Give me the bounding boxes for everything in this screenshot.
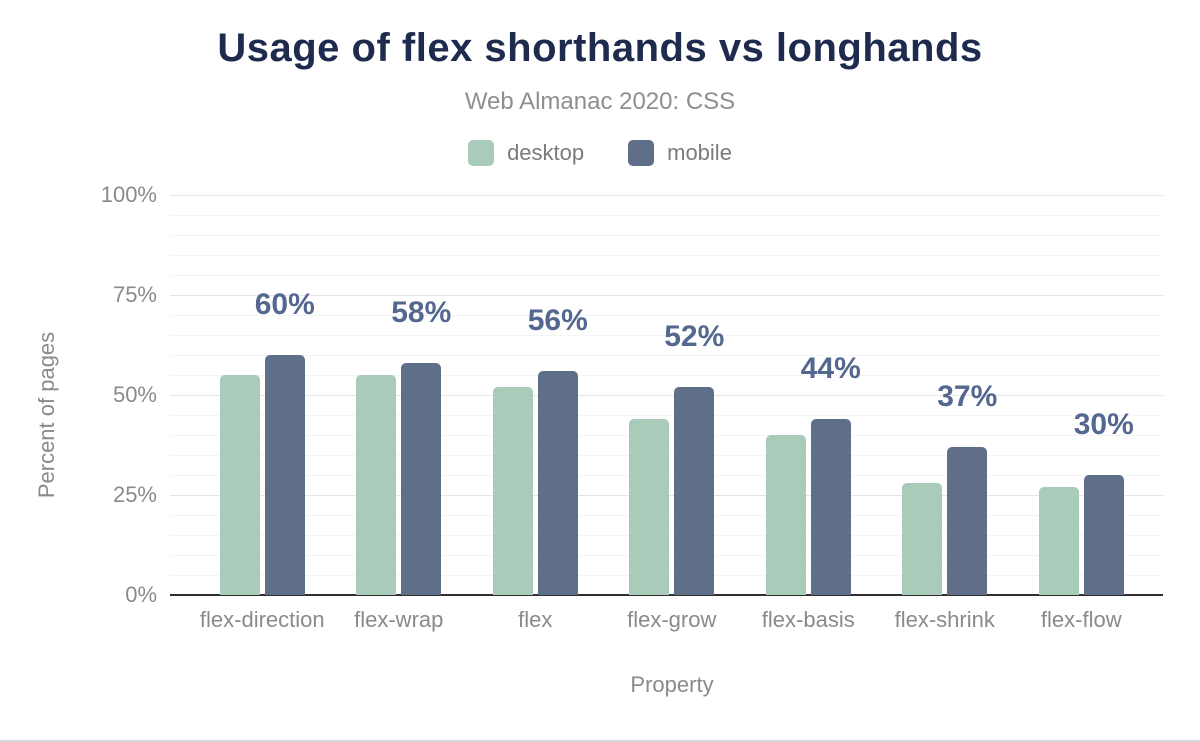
- bar-desktop-flex: [492, 387, 533, 595]
- minor-gridline: [170, 335, 1163, 336]
- x-tick-label: flex-shrink: [894, 607, 995, 632]
- bar-desktop-flex-flow: [1038, 487, 1079, 595]
- x-tick-label: flex-flow: [1040, 607, 1122, 632]
- legend-swatch-desktop: [468, 140, 495, 166]
- legend-swatch-mobile: [628, 140, 655, 166]
- y-tick-label: 50%: [112, 382, 157, 407]
- minor-gridline: [170, 235, 1163, 236]
- minor-gridline: [170, 215, 1163, 216]
- legend-item-desktop[interactable]: desktop: [468, 140, 584, 166]
- bar-mobile-flex: [537, 371, 578, 595]
- bar-mobile-flex-shrink: [947, 447, 988, 595]
- major-gridline: [170, 195, 1163, 196]
- legend: desktop mobile: [0, 140, 1200, 166]
- minor-gridline: [170, 415, 1163, 416]
- major-gridline: [170, 295, 1163, 296]
- minor-gridline: [170, 275, 1163, 276]
- x-axis-line: [170, 594, 1163, 596]
- chart-subtitle: Web Almanac 2020: CSS: [464, 88, 736, 115]
- minor-gridline: [170, 375, 1163, 376]
- bar-desktop-flex-shrink: [902, 483, 943, 595]
- bar-mobile-flex-flow: [1083, 475, 1124, 595]
- bar-mobile-flex-wrap: [401, 363, 442, 595]
- bar-mobile-flex-direction: [264, 355, 305, 595]
- legend-item-mobile[interactable]: mobile: [628, 140, 732, 166]
- minor-gridline: [170, 255, 1163, 256]
- major-gridline: [170, 395, 1163, 396]
- x-tick-label: flex-basis: [761, 607, 855, 632]
- x-tick-label: flex-grow: [627, 607, 717, 632]
- minor-gridline: [170, 355, 1163, 356]
- bar-desktop-flex-basis: [765, 435, 806, 595]
- x-tick-label: flex-wrap: [354, 607, 444, 632]
- x-axis-title: Property: [630, 672, 714, 697]
- y-tick-label: 25%: [112, 482, 157, 507]
- bar-value-label: 44%: [800, 352, 861, 385]
- x-tick-label: flex-direction: [199, 607, 325, 632]
- x-tick-label: flex: [518, 607, 553, 632]
- bar-value-label: 60%: [254, 288, 315, 321]
- bar-mobile-flex-basis: [810, 419, 851, 595]
- bar-value-label: 56%: [527, 304, 588, 337]
- legend-label-desktop: desktop: [507, 140, 585, 165]
- minor-gridline: [170, 315, 1163, 316]
- legend-label-mobile: mobile: [667, 140, 732, 165]
- bar-desktop-flex-grow: [629, 419, 670, 595]
- bar-desktop-flex-wrap: [356, 375, 397, 595]
- bar-desktop-flex-direction: [219, 375, 260, 595]
- y-tick-label: 75%: [112, 282, 157, 307]
- y-tick-label: 0%: [125, 582, 157, 607]
- y-axis-title: Percent of pages: [34, 331, 59, 499]
- y-tick-label: 100%: [100, 182, 157, 207]
- bar-value-label: 52%: [664, 320, 725, 353]
- chart-title: Usage of flex shorthands vs longhands: [217, 26, 983, 70]
- figure-bottom-divider: [0, 740, 1200, 742]
- bar-value-label: 30%: [1073, 408, 1134, 441]
- bar-mobile-flex-grow: [674, 387, 715, 595]
- bar-value-label: 37%: [937, 380, 998, 413]
- bar-value-label: 58%: [391, 296, 452, 329]
